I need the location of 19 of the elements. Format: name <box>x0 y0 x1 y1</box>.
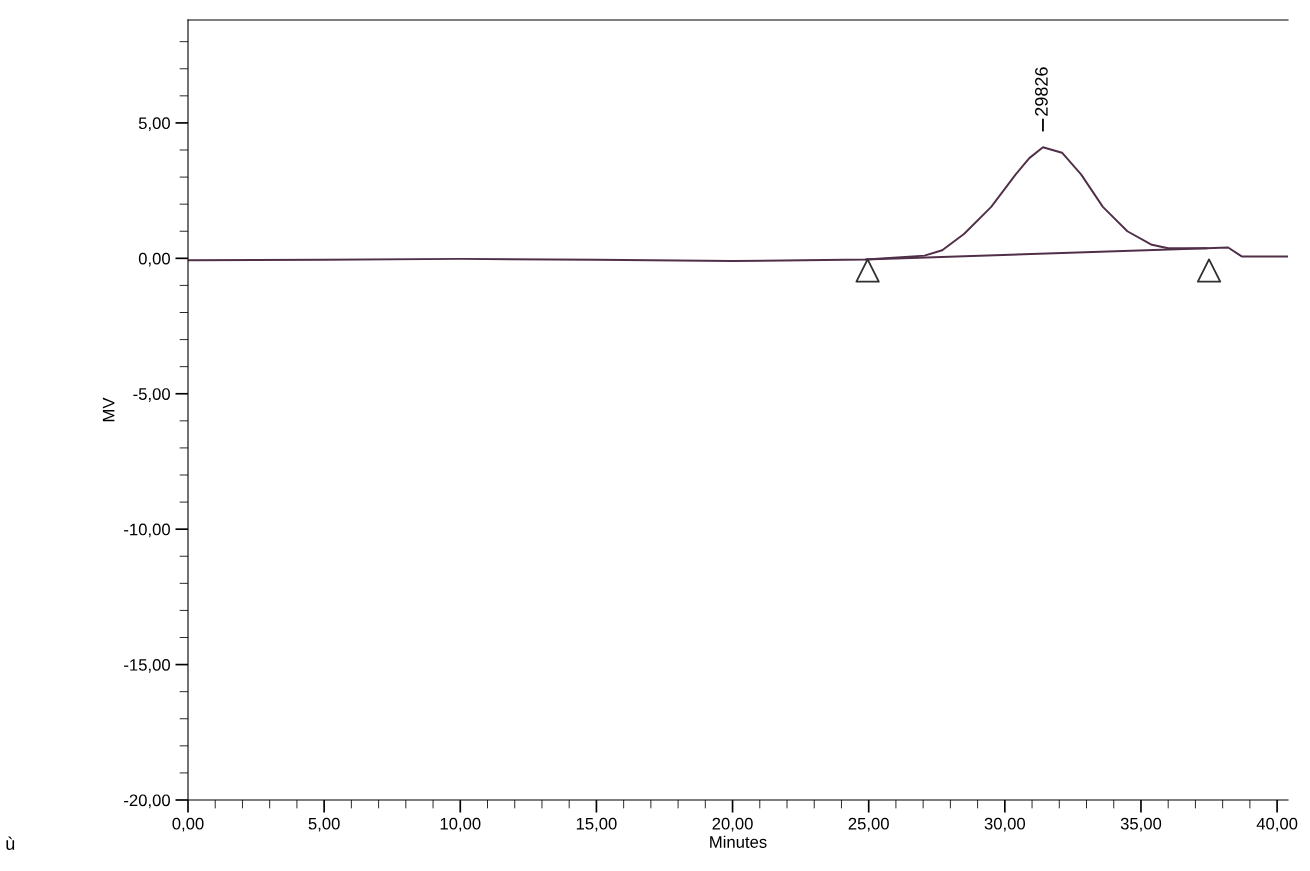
y-axis-title: MV <box>102 397 115 422</box>
x-tick-label: 30,00 <box>984 817 1026 832</box>
x-tick-label: 10,00 <box>440 817 481 832</box>
x-tick-label: 20,00 <box>712 817 753 832</box>
x-axis-title: Minutes <box>710 835 767 848</box>
x-tick-label: 25,00 <box>848 817 889 832</box>
text: ù <box>6 836 15 851</box>
y-tick-label: -10,00 <box>124 523 170 538</box>
x-tick-label: 5,00 <box>308 817 340 832</box>
x-tick-label: 15,00 <box>576 817 617 832</box>
y-tick-label: -20,00 <box>124 794 170 809</box>
x-tick-label: 35,00 <box>1120 817 1162 832</box>
y-tick-label: 0,00 <box>138 252 170 267</box>
y-tick-label: 5,00 <box>138 117 170 132</box>
y-tick-label: -5,00 <box>133 388 170 402</box>
annotation: 29826 <box>1035 67 1048 116</box>
x-tick-label: 40,00 <box>1256 817 1298 832</box>
y-tick-label: -15,00 <box>124 658 170 673</box>
x-tick-label: 0,00 <box>172 817 204 832</box>
